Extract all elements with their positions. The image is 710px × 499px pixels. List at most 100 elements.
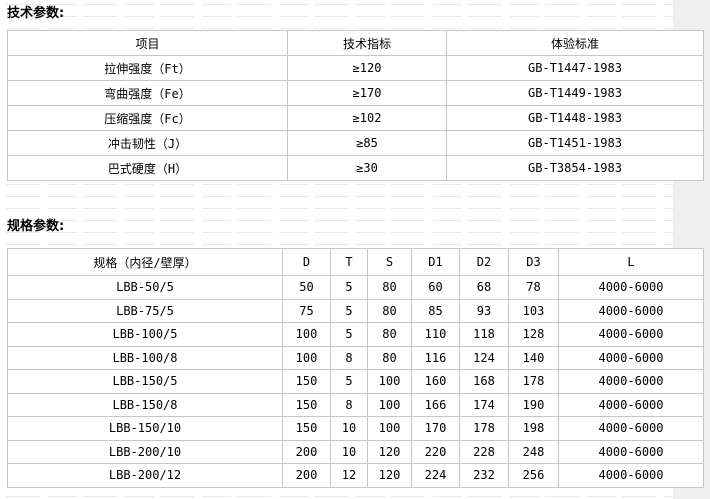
table-cell: 4000-6000 (558, 322, 704, 347)
column-header: 技术指标 (287, 30, 447, 56)
table-cell: 4000-6000 (558, 416, 704, 441)
table-cell: LBB-50/5 (7, 275, 283, 300)
table-cell: 150 (282, 416, 331, 441)
column-header: 规格（内径/壁厚） (7, 248, 283, 276)
table-cell: 128 (508, 322, 559, 347)
table-cell: 160 (411, 369, 460, 394)
table-cell: 85 (411, 298, 460, 323)
table-cell: 4000-6000 (558, 463, 704, 488)
table-cell: GB-T1449-1983 (446, 80, 704, 106)
table-cell: 5 (330, 275, 368, 300)
table-cell: 4000-6000 (558, 345, 704, 370)
table-cell: ≥30 (287, 155, 447, 181)
table-cell: GB-T1451-1983 (446, 130, 704, 156)
table-cell: 124 (459, 345, 509, 370)
table-row: LBB-150/5 150 5 100 160 168 178 4000-6000 (7, 369, 704, 394)
table-cell: 178 (459, 416, 509, 441)
column-header: 项目 (7, 30, 288, 56)
column-header: D3 (508, 248, 559, 276)
column-header: D (282, 248, 331, 276)
table-cell: 140 (508, 345, 559, 370)
table-row: LBB-150/10 150 10 100 170 178 198 4000-6000 (7, 416, 704, 441)
table-cell: 12 (330, 463, 368, 488)
spec-params-section-title: 规格参数: (7, 219, 65, 234)
table-cell: 100 (367, 369, 412, 394)
tech-params-section-title: 技术参数: (7, 6, 65, 21)
table-cell: 75 (282, 298, 331, 323)
table-cell: 50 (282, 275, 331, 300)
table-cell: LBB-150/8 (7, 392, 283, 417)
table-cell: 4000-6000 (558, 369, 704, 394)
table-cell: 150 (282, 392, 331, 417)
table-cell: 110 (411, 322, 460, 347)
table-cell: ≥120 (287, 55, 447, 81)
table-cell: 232 (459, 463, 509, 488)
table-cell: 198 (508, 416, 559, 441)
column-header: 体验标准 (446, 30, 704, 56)
table-cell: 118 (459, 322, 509, 347)
table-cell: 弯曲强度（Fe） (7, 80, 288, 106)
spec-params-table: 规格（内径/壁厚） D T S D1 D2 D3 L LBB-50/5 50 5 80 60 68 78 40… (7, 248, 704, 488)
table-cell: 5 (330, 322, 368, 347)
table-cell: 116 (411, 345, 460, 370)
table-cell: ≥102 (287, 105, 447, 131)
column-header: L (558, 248, 704, 276)
header-row: 项目 技术指标 体验标准 (7, 30, 704, 56)
table-cell: 220 (411, 439, 460, 464)
table-cell: ≥85 (287, 130, 447, 156)
table-row: LBB-100/8 100 8 80 116 124 140 4000-6000 (7, 345, 704, 370)
table-cell: 80 (367, 298, 412, 323)
column-header: D2 (459, 248, 509, 276)
table-cell: LBB-75/5 (7, 298, 283, 323)
table-cell: 4000-6000 (558, 439, 704, 464)
table-cell: 178 (508, 369, 559, 394)
table-cell: 5 (330, 298, 368, 323)
table-cell: ≥170 (287, 80, 447, 106)
table-cell: 100 (367, 392, 412, 417)
table-cell: LBB-100/8 (7, 345, 283, 370)
table-row: LBB-50/5 50 5 80 60 68 78 4000-6000 (7, 275, 704, 300)
table-cell: 166 (411, 392, 460, 417)
table-cell: GB-T1448-1983 (446, 105, 704, 131)
table-cell: GB-T3854-1983 (446, 155, 704, 181)
table-row: LBB-200/12 200 12 120 224 232 256 4000-6000 (7, 463, 704, 488)
table-row: 拉伸强度（Ft） ≥120 GB-T1447-1983 (7, 55, 704, 81)
table-cell: 60 (411, 275, 460, 300)
table-cell: 拉伸强度（Ft） (7, 55, 288, 81)
table-cell: 100 (282, 322, 331, 347)
tech-params-table: 项目 技术指标 体验标准 拉伸强度（Ft） ≥120 GB-T1447-1983 弯曲强度（… (7, 30, 704, 181)
table-cell: 压缩强度（Fc） (7, 105, 288, 131)
table-row: 弯曲强度（Fe） ≥170 GB-T1449-1983 (7, 80, 704, 106)
table-cell: 巴式硬度（H） (7, 155, 288, 181)
table-cell: 256 (508, 463, 559, 488)
table-cell: 120 (367, 463, 412, 488)
table-cell: 8 (330, 345, 368, 370)
table-cell: 120 (367, 439, 412, 464)
table-cell: 170 (411, 416, 460, 441)
table-row: 巴式硬度（H） ≥30 GB-T3854-1983 (7, 155, 704, 181)
table-cell: LBB-150/5 (7, 369, 283, 394)
table-cell: 248 (508, 439, 559, 464)
table-cell: 168 (459, 369, 509, 394)
table-cell: LBB-150/10 (7, 416, 283, 441)
table-cell: 80 (367, 345, 412, 370)
table-row: 压缩强度（Fc） ≥102 GB-T1448-1983 (7, 105, 704, 131)
table-cell: 93 (459, 298, 509, 323)
table-row: LBB-75/5 75 5 80 85 93 103 4000-6000 (7, 298, 704, 323)
table-cell: 228 (459, 439, 509, 464)
table-cell: 200 (282, 463, 331, 488)
table-cell: 100 (367, 416, 412, 441)
table-cell: 68 (459, 275, 509, 300)
table-cell: 8 (330, 392, 368, 417)
table-cell: 4000-6000 (558, 392, 704, 417)
table-row: LBB-100/5 100 5 80 110 118 128 4000-6000 (7, 322, 704, 347)
table-row: LBB-200/10 200 10 120 220 228 248 4000-6000 (7, 439, 704, 464)
table-row: 冲击韧性（J） ≥85 GB-T1451-1983 (7, 130, 704, 156)
column-header: T (330, 248, 368, 276)
header-row: 规格（内径/壁厚） D T S D1 D2 D3 L (7, 248, 704, 276)
table-cell: 80 (367, 275, 412, 300)
table-cell: 冲击韧性（J） (7, 130, 288, 156)
content-area: 技术参数: 项目 技术指标 体验标准 拉伸强度（Ft） ≥120 GB-T1447-198… (0, 6, 704, 499)
table-cell: 224 (411, 463, 460, 488)
table-cell: 190 (508, 392, 559, 417)
